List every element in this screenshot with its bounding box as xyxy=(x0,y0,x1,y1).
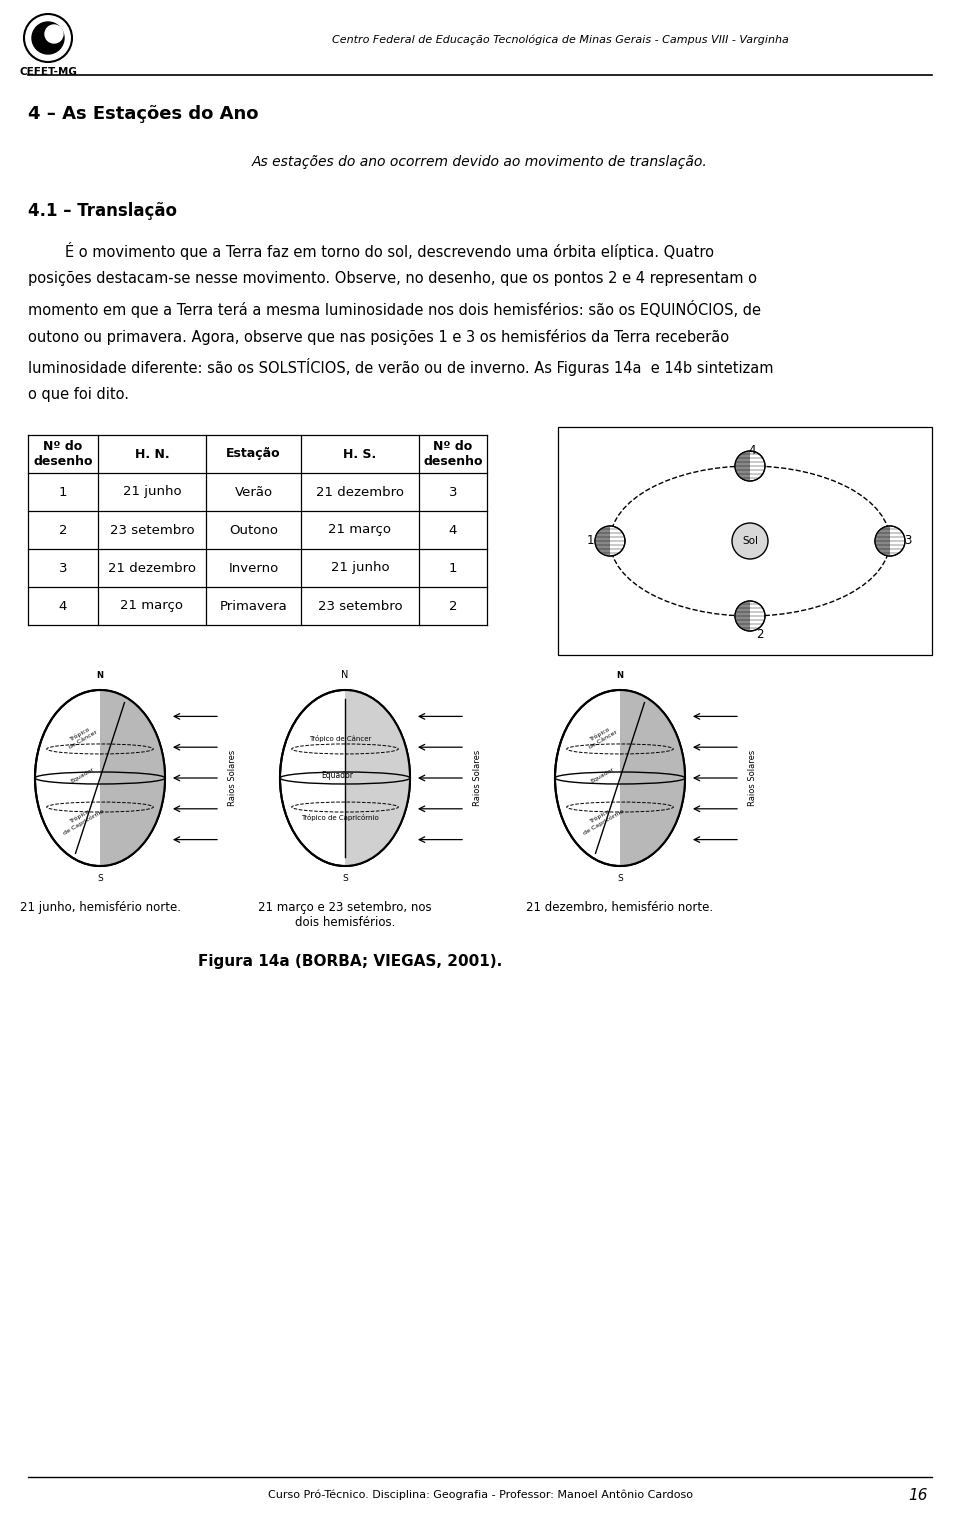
Circle shape xyxy=(875,526,905,556)
Text: Curso Pró-Técnico. Disciplina: Geografia - Professor: Manoel Antônio Cardoso: Curso Pró-Técnico. Disciplina: Geografia… xyxy=(268,1489,692,1500)
Wedge shape xyxy=(875,526,890,556)
Text: 3: 3 xyxy=(448,485,457,498)
Text: 1: 1 xyxy=(448,562,457,574)
Text: Sol: Sol xyxy=(742,536,758,545)
Text: momento em que a Terra terá a mesma luminosidade nos dois hemisférios: são os EQ: momento em que a Terra terá a mesma lumi… xyxy=(28,300,761,318)
Text: 23 setembro: 23 setembro xyxy=(109,524,194,536)
Text: N: N xyxy=(97,671,104,680)
Text: 2: 2 xyxy=(448,600,457,612)
Text: 4 – As Estações do Ano: 4 – As Estações do Ano xyxy=(28,105,258,123)
Text: Estação: Estação xyxy=(227,447,281,461)
Text: Nº do
desenho: Nº do desenho xyxy=(423,439,483,468)
Circle shape xyxy=(732,523,768,559)
Text: 1: 1 xyxy=(59,485,67,498)
Text: Equador: Equador xyxy=(589,767,614,783)
Text: Raios Solares: Raios Solares xyxy=(473,750,482,806)
Text: S: S xyxy=(617,874,623,883)
Text: É o movimento que a Terra faz em torno do sol, descrevendo uma órbita elíptica. : É o movimento que a Terra faz em torno d… xyxy=(28,242,714,261)
Polygon shape xyxy=(100,689,165,867)
Text: 21 junho: 21 junho xyxy=(330,562,390,574)
Text: 21 março: 21 março xyxy=(328,524,392,536)
Text: outono ou primavera. Agora, observe que nas posições 1 e 3 os hemisférios da Ter: outono ou primavera. Agora, observe que … xyxy=(28,329,730,345)
Text: 2: 2 xyxy=(59,524,67,536)
Text: Trópico de Capricórnio: Trópico de Capricórnio xyxy=(301,814,379,821)
Text: Outono: Outono xyxy=(229,524,278,536)
Text: 2: 2 xyxy=(756,627,764,641)
Text: Raios Solares: Raios Solares xyxy=(748,750,757,806)
Text: 21 dezembro, hemisfério norte.: 21 dezembro, hemisfério norte. xyxy=(526,901,713,914)
Text: 4: 4 xyxy=(59,600,67,612)
Text: H. N.: H. N. xyxy=(134,447,169,461)
Text: N: N xyxy=(342,670,348,680)
Text: Raios Solares: Raios Solares xyxy=(228,750,237,806)
Text: posições destacam-se nesse movimento. Observe, no desenho, que os pontos 2 e 4 r: posições destacam-se nesse movimento. Ob… xyxy=(28,271,757,286)
Text: 21 março e 23 setembro, nos
dois hemisférios.: 21 março e 23 setembro, nos dois hemisfé… xyxy=(258,901,432,929)
Text: N: N xyxy=(616,671,623,680)
Text: Trópico
de Capricórnio: Trópico de Capricórnio xyxy=(60,803,105,836)
Circle shape xyxy=(735,601,765,632)
Text: 4: 4 xyxy=(748,444,756,458)
Text: S: S xyxy=(97,874,103,883)
Text: Inverno: Inverno xyxy=(228,562,278,574)
Polygon shape xyxy=(345,689,410,867)
Text: As estações do ano ocorrem devido ao movimento de translação.: As estações do ano ocorrem devido ao mov… xyxy=(252,155,708,170)
Text: 21 junho: 21 junho xyxy=(123,485,181,498)
Wedge shape xyxy=(735,451,750,480)
Circle shape xyxy=(32,23,64,55)
Text: Equador: Equador xyxy=(321,771,353,780)
Text: 21 junho, hemisfério norte.: 21 junho, hemisfério norte. xyxy=(19,901,180,914)
Text: S: S xyxy=(342,874,348,883)
Text: 4: 4 xyxy=(449,524,457,536)
Text: Equador: Equador xyxy=(69,767,95,783)
Text: 21 março: 21 março xyxy=(121,600,183,612)
Polygon shape xyxy=(620,689,685,867)
Text: Trópico
de Câncer: Trópico de Câncer xyxy=(586,724,619,750)
Text: Nº do
desenho: Nº do desenho xyxy=(34,439,93,468)
Text: 1: 1 xyxy=(587,535,593,547)
Ellipse shape xyxy=(555,689,685,867)
Ellipse shape xyxy=(35,689,165,867)
Text: 21 dezembro: 21 dezembro xyxy=(108,562,196,574)
Text: Primavera: Primavera xyxy=(220,600,287,612)
Wedge shape xyxy=(595,526,610,556)
Text: o que foi dito.: o que foi dito. xyxy=(28,386,129,401)
Ellipse shape xyxy=(280,689,410,867)
Text: Centro Federal de Educação Tecnológica de Minas Gerais - Campus VIII - Varginha: Centro Federal de Educação Tecnológica d… xyxy=(331,35,788,45)
Text: 3: 3 xyxy=(59,562,67,574)
Wedge shape xyxy=(735,601,750,632)
Circle shape xyxy=(735,451,765,480)
Text: H. S.: H. S. xyxy=(344,447,376,461)
Circle shape xyxy=(45,26,63,42)
Text: 3: 3 xyxy=(904,535,912,547)
Text: Trópico
de Capricórnio: Trópico de Capricórnio xyxy=(579,803,625,836)
Text: Verão: Verão xyxy=(234,485,273,498)
Text: 16: 16 xyxy=(908,1488,928,1503)
Text: Trópico
de Câncer: Trópico de Câncer xyxy=(65,724,99,750)
Text: Trópico de Câncer: Trópico de Câncer xyxy=(309,735,372,742)
Text: 4.1 – Translação: 4.1 – Translação xyxy=(28,201,177,220)
Text: luminosidade diferente: são os SOLSTÍCIOS, de verão ou de inverno. As Figuras 14: luminosidade diferente: são os SOLSTÍCIO… xyxy=(28,358,774,376)
Circle shape xyxy=(595,526,625,556)
Text: 23 setembro: 23 setembro xyxy=(318,600,402,612)
Text: CEFET-MG: CEFET-MG xyxy=(19,67,77,77)
Text: Figura 14a (BORBA; VIEGAS, 2001).: Figura 14a (BORBA; VIEGAS, 2001). xyxy=(198,954,502,970)
Text: 21 dezembro: 21 dezembro xyxy=(316,485,404,498)
